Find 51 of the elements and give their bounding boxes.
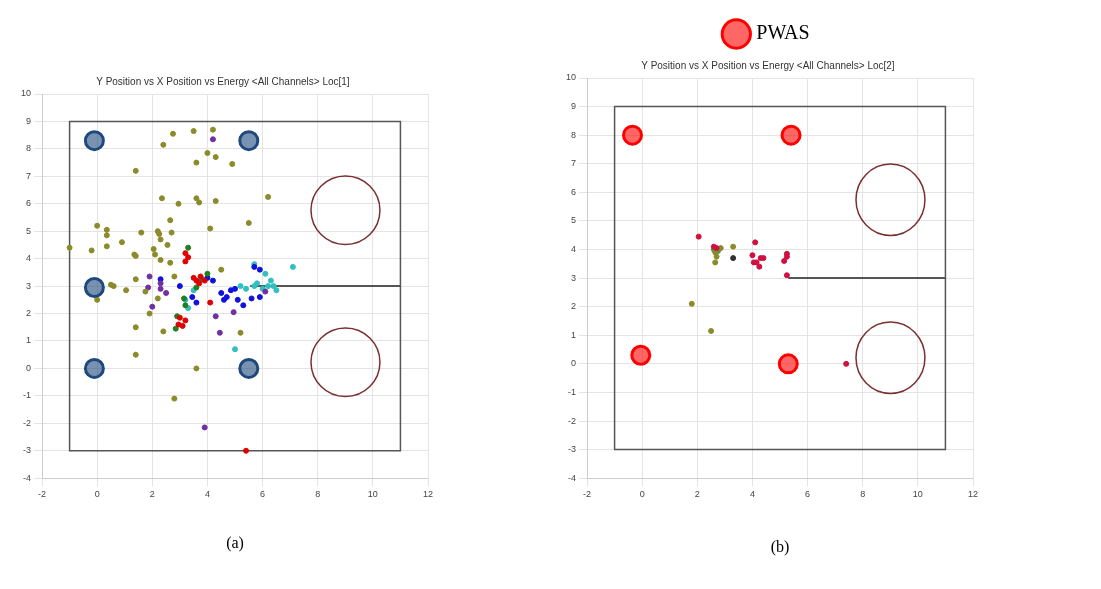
x-tick-label: -2 xyxy=(38,489,47,500)
text: (a) xyxy=(226,534,244,553)
y-tick-label: 3 xyxy=(571,272,577,283)
chart-title: Y Position vs X Position vs Energy <All Channels> Loc[1] xyxy=(96,75,350,87)
y-tick-label: 7 xyxy=(26,170,32,181)
y-tick-label: -1 xyxy=(568,386,577,397)
x-tick-label: 4 xyxy=(749,489,755,500)
y-tick-label: 3 xyxy=(26,280,32,291)
text: (b) xyxy=(770,538,790,557)
y-tick-label: 2 xyxy=(571,301,577,312)
x-tick-label: 6 xyxy=(260,489,266,500)
x-tick-label: 0 xyxy=(639,489,645,500)
y-tick-label: 8 xyxy=(26,143,32,154)
y-tick-label: 0 xyxy=(571,358,577,369)
y-tick-label: 10 xyxy=(21,88,32,99)
y-tick-label: 5 xyxy=(26,225,32,236)
y-tick-label: -3 xyxy=(23,445,32,456)
y-tick-label: 5 xyxy=(571,215,577,226)
x-tick-label: 2 xyxy=(694,489,700,500)
chart-title: Y Position vs X Position vs Energy <All Channels> Loc[2] xyxy=(641,59,895,71)
x-tick-label: 8 xyxy=(315,489,321,500)
y-tick-label: -1 xyxy=(23,390,32,401)
y-tick-label: -2 xyxy=(23,417,32,428)
x-tick-label: 8 xyxy=(860,489,866,500)
y-tick-label: 0 xyxy=(26,362,32,373)
y-tick-label: -4 xyxy=(23,472,32,483)
x-tick-label: 10 xyxy=(912,489,923,500)
y-tick-label: 6 xyxy=(26,198,32,209)
x-tick-label: 12 xyxy=(422,489,434,500)
y-tick-label: 6 xyxy=(571,186,577,197)
x-tick-label: 2 xyxy=(149,489,155,500)
x-tick-label: 4 xyxy=(204,489,210,500)
y-tick-label: 2 xyxy=(26,308,32,319)
y-tick-label: 4 xyxy=(26,253,32,264)
x-tick-label: -2 xyxy=(583,489,592,500)
y-tick-label: 1 xyxy=(571,329,577,340)
y-tick-label: 1 xyxy=(26,335,32,346)
x-tick-label: 10 xyxy=(367,489,378,500)
y-tick-label: -2 xyxy=(568,415,577,426)
y-tick-label: 7 xyxy=(571,158,577,169)
x-tick-label: 0 xyxy=(94,489,100,500)
x-tick-label: 6 xyxy=(805,489,811,500)
y-tick-label: 4 xyxy=(571,244,577,254)
y-tick-label: 10 xyxy=(566,72,577,83)
legend-label: PWAS xyxy=(756,21,810,44)
y-tick-label: 9 xyxy=(26,115,32,126)
x-tick-label: 12 xyxy=(967,489,979,500)
y-tick-label: 9 xyxy=(571,101,577,112)
y-tick-label: -4 xyxy=(568,472,577,483)
y-tick-label: -3 xyxy=(568,444,577,455)
y-tick-label: 8 xyxy=(571,129,577,140)
